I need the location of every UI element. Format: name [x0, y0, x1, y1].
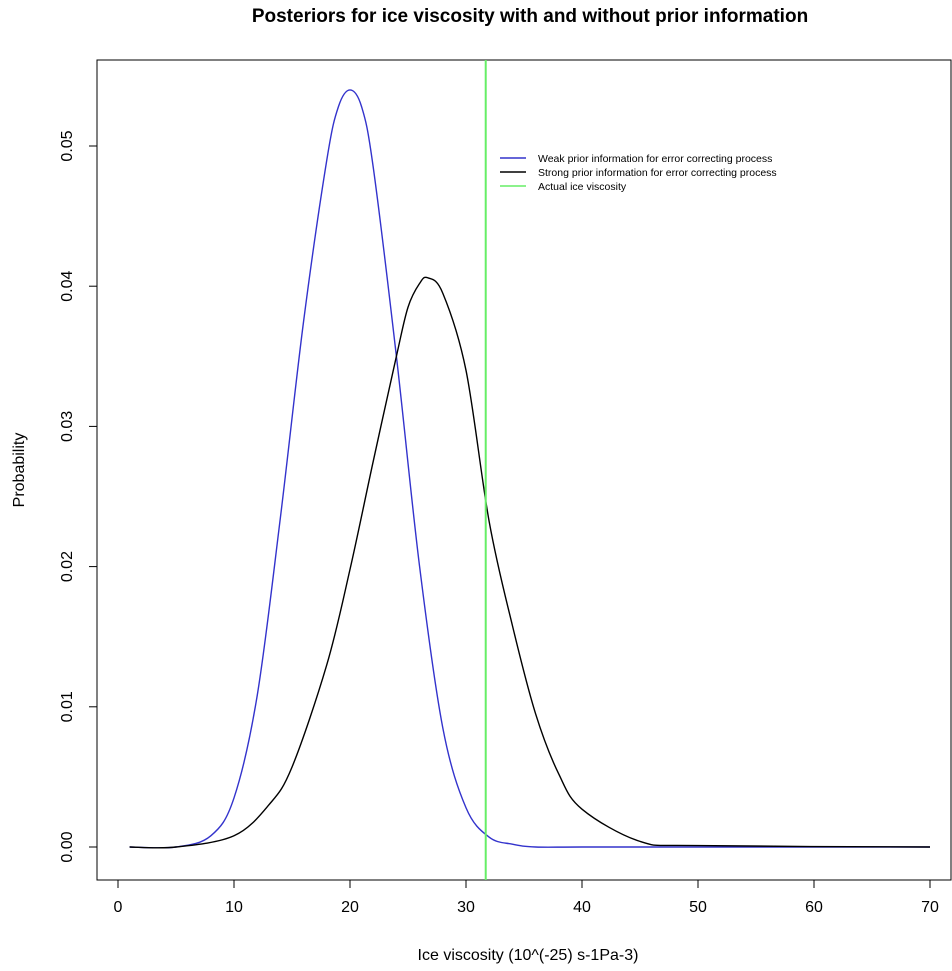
x-tick-label: 20 — [341, 899, 359, 916]
legend: Weak prior information for error correct… — [500, 153, 777, 193]
x-axis-label: Ice viscosity (10^(-25) s-1Pa-3) — [418, 947, 639, 964]
x-tick-label: 30 — [457, 899, 475, 916]
y-tick-label: 0.03 — [59, 411, 76, 442]
chart-title: Posteriors for ice viscosity with and wi… — [252, 6, 808, 27]
x-tick-label: 40 — [573, 899, 591, 916]
y-tick-label: 0.00 — [59, 831, 76, 862]
series-line-0 — [129, 89, 930, 849]
x-tick-label: 10 — [225, 899, 243, 916]
x-tick-label: 60 — [805, 899, 823, 916]
y-axis-label: Probability — [11, 433, 28, 508]
series-layer — [129, 60, 931, 880]
y-tick-label: 0.01 — [59, 691, 76, 722]
legend-entry: Weak prior information for error correct… — [538, 153, 772, 165]
x-tick-label: 0 — [114, 899, 123, 916]
y-axis: 0.00 0.01 0.02 0.03 0.04 0.05 — [59, 130, 98, 863]
y-tick-label: 0.04 — [59, 271, 76, 302]
legend-entry: Actual ice viscosity — [538, 181, 627, 193]
x-axis: 0 10 20 30 40 50 60 70 — [114, 879, 939, 916]
plot-frame — [96, 59, 952, 881]
y-tick-label: 0.05 — [59, 130, 76, 161]
legend-entry: Strong prior information for error corre… — [538, 167, 777, 179]
x-tick-label: 70 — [921, 899, 939, 916]
y-tick-label: 0.02 — [59, 551, 76, 582]
x-tick-label: 50 — [689, 899, 707, 916]
series-line-1 — [129, 276, 931, 849]
